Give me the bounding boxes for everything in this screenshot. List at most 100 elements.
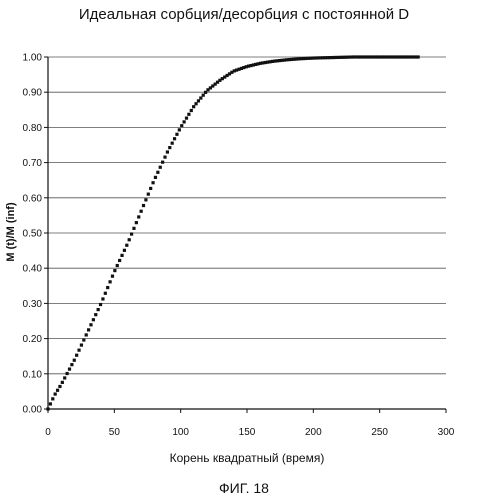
data-point: [311, 56, 315, 60]
data-point: [378, 55, 382, 59]
y-tick-label: 0.90: [23, 88, 43, 99]
data-point: [409, 55, 413, 59]
data-point: [218, 78, 222, 82]
data-point: [337, 55, 341, 59]
data-point: [330, 55, 334, 60]
data-point: [194, 102, 198, 106]
data-point: [46, 407, 50, 411]
data-point: [323, 56, 327, 60]
data-point: [258, 61, 263, 65]
data-point: [368, 55, 372, 59]
data-point: [263, 60, 267, 65]
y-axis-label: M (t)/M (inf): [5, 202, 17, 262]
y-tick-label: 0.50: [23, 229, 43, 240]
grid-lines: [48, 56, 446, 375]
data-point: [113, 268, 117, 273]
data-point: [227, 72, 232, 76]
data-point: [206, 88, 210, 92]
data-point: [58, 384, 62, 389]
data-point: [306, 56, 310, 60]
data-point: [177, 128, 181, 132]
data-point: [115, 263, 119, 268]
data-point: [397, 55, 401, 59]
data-point: [309, 56, 313, 60]
y-tick-label: 0.20: [23, 334, 43, 345]
data-point: [297, 57, 301, 61]
data-point: [108, 280, 112, 284]
x-tick-label: 200: [305, 427, 322, 438]
data-point: [98, 302, 103, 307]
data-point: [299, 57, 303, 61]
data-point: [153, 175, 158, 179]
data-point: [344, 55, 349, 59]
data-point: [163, 155, 167, 159]
data-point: [280, 58, 284, 62]
data-point: [371, 55, 375, 59]
data-point: [70, 363, 74, 367]
y-tick-label: 0.80: [23, 123, 43, 134]
data-point: [321, 56, 325, 60]
data-point: [390, 55, 394, 59]
data-point: [75, 353, 79, 357]
data-point: [366, 55, 370, 59]
x-axis-label: Корень квадратный (время): [169, 451, 325, 465]
data-point: [168, 146, 172, 150]
data-point: [199, 96, 203, 100]
data-point: [146, 192, 150, 196]
figure-caption: ФИГ. 18: [219, 480, 269, 496]
data-point: [118, 258, 122, 263]
data-point: [101, 297, 105, 301]
data-point: [223, 75, 227, 79]
y-tick-label: 1.00: [23, 53, 43, 64]
y-tick-label: 0.30: [23, 299, 43, 310]
y-tick-label: 0.60: [23, 193, 43, 204]
data-point: [395, 55, 399, 59]
data-point: [270, 59, 275, 63]
x-tick-label: 100: [172, 427, 189, 438]
data-point: [411, 55, 415, 59]
data-point: [414, 55, 418, 59]
data-point: [220, 77, 224, 81]
data-point: [89, 323, 93, 327]
data-point: [156, 170, 160, 174]
data-point: [96, 307, 100, 312]
chart-title: Идеальная сорбция/десорбция с постоянной…: [78, 6, 410, 23]
data-point: [84, 333, 88, 337]
data-point: [91, 318, 95, 322]
data-point: [211, 84, 215, 88]
data-point: [416, 55, 420, 59]
data-point: [189, 108, 193, 113]
data-point: [63, 376, 67, 380]
data-point: [204, 90, 208, 94]
data-point: [144, 198, 148, 202]
data-point: [237, 67, 241, 71]
x-tick-label: 150: [239, 427, 256, 438]
data-point: [182, 120, 186, 124]
data-point: [318, 56, 322, 60]
data-point: [380, 55, 384, 59]
data-point: [254, 62, 258, 67]
data-point: [385, 55, 389, 59]
data-point: [180, 124, 184, 128]
data-point: [53, 392, 57, 396]
data-point: [60, 380, 64, 384]
data-point: [213, 82, 217, 86]
data-point: [170, 141, 174, 145]
data-point: [79, 343, 84, 347]
data-point: [141, 203, 146, 208]
data-point: [72, 358, 76, 362]
x-tick-label: 50: [109, 427, 121, 438]
data-point: [301, 56, 306, 61]
x-tick-label: 300: [438, 427, 455, 438]
data-point: [175, 132, 179, 136]
data-point: [325, 56, 329, 60]
data-point: [165, 150, 169, 154]
data-point: [65, 371, 69, 376]
data-point: [161, 160, 165, 164]
data-point: [127, 238, 131, 242]
data-point: [328, 56, 332, 60]
data-point: [94, 313, 98, 317]
data-point: [86, 328, 91, 332]
data-point: [51, 397, 55, 401]
